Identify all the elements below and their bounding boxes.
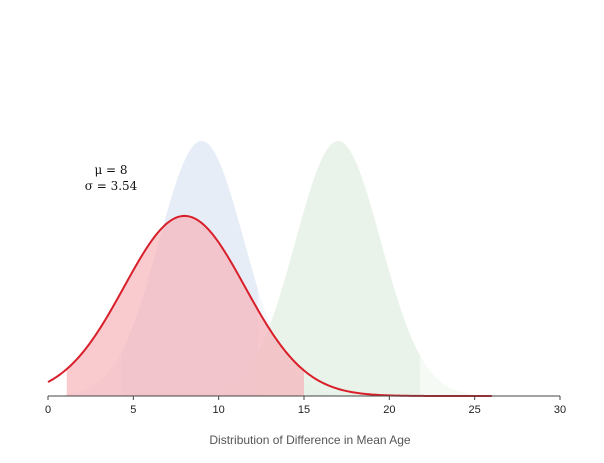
- annotation-mean: μ = 8: [94, 163, 127, 177]
- x-axis-label: Distribution of Difference in Mean Age: [209, 433, 411, 447]
- distribution-area-2: [256, 141, 421, 396]
- x-tick-label-20: 20: [383, 404, 395, 416]
- distribution-areas: [65, 141, 475, 396]
- x-tick-label-25: 25: [469, 404, 481, 416]
- annotation-sd: σ = 3.54: [85, 179, 138, 193]
- distribution-area-3: [66, 215, 305, 396]
- x-tick-label-30: 30: [554, 404, 566, 416]
- x-tick-label-15: 15: [298, 404, 310, 416]
- x-tick-label-5: 5: [130, 404, 136, 416]
- x-tick-label-10: 10: [213, 404, 225, 416]
- x-tick-label-0: 0: [45, 404, 51, 416]
- x-axis-ticks: 0 5 10 15 20 25 30: [45, 396, 566, 416]
